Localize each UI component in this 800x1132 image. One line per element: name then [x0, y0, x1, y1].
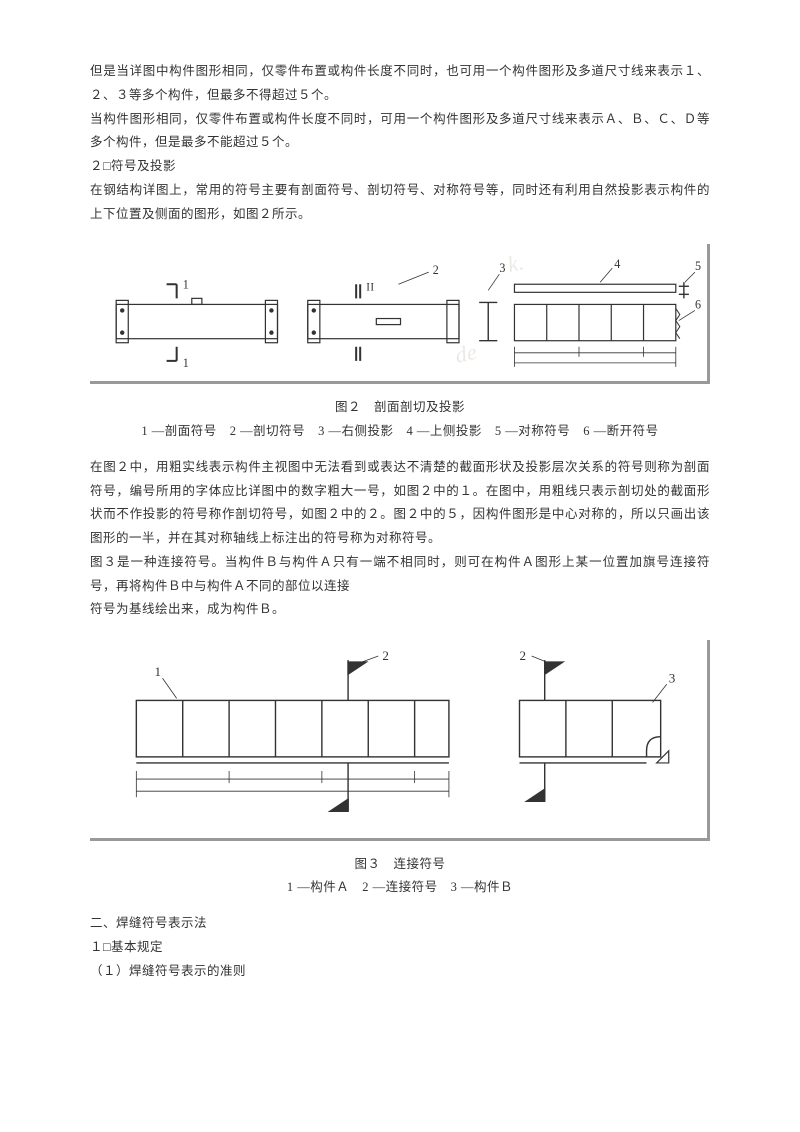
- fig2-label-2: 2: [433, 263, 440, 277]
- figure-3-legend: 1 —构件Ａ 2 —连接符号 3 —构件Ｂ: [90, 876, 710, 900]
- svg-text:1: 1: [183, 356, 190, 370]
- svg-text:II: II: [366, 282, 374, 294]
- figure-3-box: 1 2: [90, 640, 710, 841]
- page-content: 但是当详图中构件图形相同，仅零件布置或构件长度不同时，也可用一个构件图形及多道尺…: [0, 0, 800, 1023]
- figure-2-legend: 1 —剖面符号 2 —剖切符号 3 —右侧投影 4 —上侧投影 5 —对称符号 …: [90, 420, 710, 444]
- fig3-label-2a: 2: [382, 650, 389, 663]
- fig2-label-6: 6: [695, 298, 701, 312]
- fig3-label-2b: 2: [520, 650, 527, 663]
- fig2-label-4: 4: [614, 257, 621, 271]
- paragraph-8: 二、焊缝符号表示法: [90, 912, 710, 936]
- fig2-label-5: 5: [695, 259, 701, 273]
- paragraph-9: １□基本规定: [90, 936, 710, 960]
- figure-2-svg: k. de: [96, 254, 701, 375]
- figure-2-box: k. de: [90, 244, 710, 384]
- paragraph-2: 当构件图形相同，仅零件布置或构件长度不同时，可用一个构件图形及多道尺寸线来表示Ａ…: [90, 108, 710, 156]
- fig3-label-1: 1: [154, 664, 161, 679]
- paragraph-1: 但是当详图中构件图形相同，仅零件布置或构件长度不同时，也可用一个构件图形及多道尺…: [90, 60, 710, 108]
- fig2-label-3: 3: [499, 261, 506, 275]
- figure-3-svg: 1 2: [96, 650, 701, 832]
- fig2-label-1: 1: [183, 278, 190, 292]
- paragraph-10: （１）焊缝符号表示的准则: [90, 960, 710, 984]
- figure-3-caption: 图３ 连接符号: [90, 853, 710, 877]
- svg-text:k.: k.: [505, 254, 526, 277]
- paragraph-7: 符号为基线绘出来，成为构件Ｂ。: [90, 598, 710, 622]
- paragraph-6: 图３是一种连接符号。当构件Ｂ与构件Ａ只有一端不相同时，则可在构件Ａ图形上某一位置…: [90, 551, 710, 599]
- paragraph-3: ２□符号及投影: [90, 155, 710, 179]
- fig3-label-3: 3: [669, 670, 676, 685]
- figure-2-caption: 图２ 剖面剖切及投影: [90, 396, 710, 420]
- paragraph-4: 在钢结构详图上，常用的符号主要有剖面符号、剖切符号、对称符号等，同时还有利用自然…: [90, 179, 710, 227]
- paragraph-5: 在图２中，用粗实线表示构件主视图中无法看到或表达不清楚的截面形状及投影层次关系的…: [90, 456, 710, 551]
